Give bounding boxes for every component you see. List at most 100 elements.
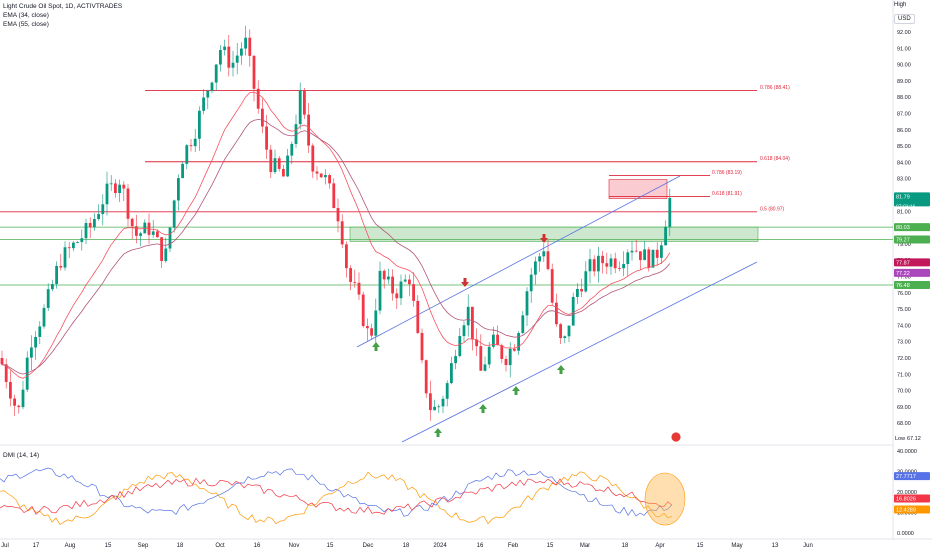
dmi-tick-label: 0.0000	[897, 531, 914, 537]
last-price-badge-bg	[894, 192, 930, 207]
candle-body	[357, 282, 361, 295]
candle-body	[277, 158, 281, 169]
candle-body	[546, 251, 550, 270]
candle-body	[240, 48, 243, 56]
candle-body	[479, 346, 483, 371]
candle-body	[30, 347, 33, 358]
candle-body	[622, 264, 625, 269]
candle-body	[597, 255, 600, 272]
down-arrow-icon	[461, 278, 469, 287]
candle-body	[588, 259, 592, 272]
candle-body	[248, 37, 252, 56]
fib-label: 0.618 (84.04)	[760, 156, 790, 162]
date-tick-label: Aug	[65, 543, 76, 549]
candle-body	[450, 363, 453, 384]
candle-body	[269, 149, 273, 173]
date-tick-label: 18	[403, 543, 410, 549]
candle-body	[244, 37, 247, 49]
dmi-minus-badge: 12.4289	[896, 508, 916, 514]
dmi-minus-badge-bg	[894, 505, 930, 514]
up-arrow-icon	[372, 342, 380, 351]
fib-label: 0.5 (80.97)	[760, 206, 785, 212]
currency-button[interactable]: USD	[894, 14, 915, 24]
price-tick-label: 85.00	[897, 144, 911, 150]
candle-body	[214, 64, 218, 83]
candle-body	[9, 381, 12, 399]
level-76-badge-bg	[894, 280, 930, 289]
candle-body	[437, 406, 441, 408]
candle-body	[84, 223, 88, 239]
candle-body	[563, 336, 567, 339]
candle-body	[664, 226, 667, 246]
candle-body	[227, 46, 231, 68]
candle-body	[328, 175, 331, 184]
candle-body	[13, 398, 16, 406]
candle-body	[0, 358, 4, 365]
candle-body	[391, 276, 394, 294]
candle-body	[252, 55, 256, 89]
candle-body	[185, 145, 189, 164]
price-tick-label: 90.00	[897, 63, 911, 69]
candle-body	[466, 306, 470, 326]
ema34-badge: 77.87	[896, 260, 910, 266]
adx-line	[0, 477, 673, 515]
candle-body	[550, 269, 554, 303]
candle-body	[319, 173, 323, 178]
candle-body	[59, 265, 63, 268]
candle-body	[25, 357, 29, 390]
countdown-label: 07:03:16	[896, 204, 916, 210]
candle-body	[361, 294, 365, 327]
ema55-line	[1, 119, 671, 375]
candle-body	[336, 208, 340, 222]
date-tick-label: 16	[477, 543, 484, 549]
candle-body	[542, 251, 546, 257]
candle-body	[21, 389, 25, 408]
candle-body	[118, 184, 121, 194]
candle-body	[298, 90, 302, 125]
price-tick-label: 73.00	[897, 340, 911, 346]
price-tick-label: 84.00	[897, 160, 911, 166]
candle-body	[294, 124, 298, 144]
fib-label: 0.786 (83.19)	[712, 170, 742, 176]
price-tick-label: 79.00	[897, 242, 911, 248]
candle-body	[261, 108, 264, 127]
candle-body	[639, 251, 642, 261]
candle-body	[420, 332, 424, 361]
dmi-adx-badge: 16.8026	[896, 497, 916, 503]
ema55-badge-bg	[894, 268, 930, 277]
date-tick-label: Feb	[508, 543, 519, 549]
date-tick-label: 15	[327, 543, 334, 549]
price-tick-label: 88.00	[897, 95, 911, 101]
candle-body	[399, 281, 403, 299]
candle-body	[534, 261, 537, 275]
low-label: Low	[895, 436, 905, 442]
candle-body	[496, 334, 499, 346]
price-tick-label: 69.00	[897, 405, 911, 411]
candle-body	[38, 326, 42, 337]
candle-body	[93, 219, 96, 228]
candle-body	[349, 268, 352, 282]
price-tick-label: 71.00	[897, 372, 911, 378]
candle-body	[559, 324, 562, 339]
candle-body	[181, 163, 184, 179]
candle-body	[605, 263, 609, 267]
candle-body	[576, 288, 579, 297]
price-mode-high[interactable]: High	[894, 2, 907, 8]
candle-body	[303, 90, 306, 115]
candle-body	[487, 346, 491, 365]
candle-body	[517, 333, 520, 351]
candle-body	[521, 315, 525, 334]
date-tick-label: Apr	[655, 543, 664, 549]
candle-body	[471, 306, 474, 340]
ema55-legend: EMA (55, close)	[3, 21, 49, 28]
price-tick-label: 91.00	[897, 46, 911, 52]
candle-body	[256, 88, 260, 109]
candle-body	[307, 114, 310, 146]
resistance-zone	[608, 179, 668, 199]
candle-body	[198, 110, 201, 139]
price-tick-label: 68.00	[897, 421, 911, 427]
candle-body	[592, 259, 596, 272]
candle-body	[395, 293, 399, 299]
candle-body	[223, 46, 226, 51]
